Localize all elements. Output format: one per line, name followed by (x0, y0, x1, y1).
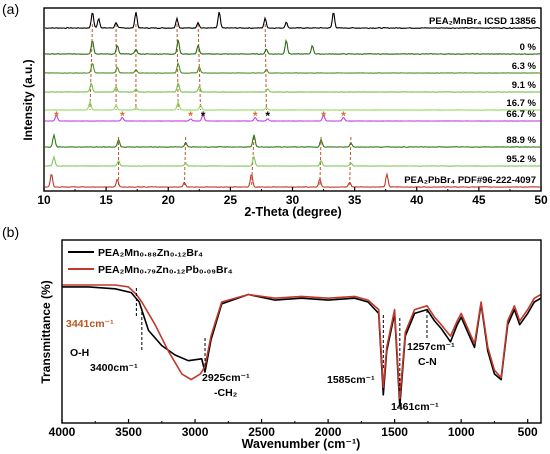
panel-b: (b) 4000 3500 3000 2500 2000 1500 1000 500 Wave… (2, 224, 542, 451)
xrd-curve (44, 132, 541, 148)
peak-marker-orange: * (120, 109, 125, 123)
x-tick-label: 10 (37, 193, 51, 207)
xrd-curves (44, 11, 541, 188)
panel-b-annotations: 3441cm⁻¹ O-H 3400cm⁻¹ 2925cm⁻¹ -CH₂ 1585… (66, 318, 455, 413)
xrd-curve-label: PEA₂MnBr₄ ICSD 13856 (429, 16, 536, 27)
peak-marker-orange: * (341, 109, 346, 123)
ftir-curve (62, 284, 542, 400)
annotation-3400: 3400cm⁻¹ (90, 362, 138, 374)
ftir-curves (62, 284, 542, 407)
x-tick-label: 2000 (315, 425, 342, 439)
xrd-curve (45, 81, 540, 93)
x-tick-label: 2500 (248, 425, 275, 439)
xrd-curve-label: 9.1 % (512, 80, 537, 91)
x-tick-label: 1500 (381, 425, 408, 439)
peak-guide-line (264, 23, 267, 111)
xrd-curve (44, 154, 541, 167)
panel-b-legend: PEA₂Mn₀.₈₈Zn₀.₁₂Br₄ PEA₂Mn₀.₇₉Zn₀.₁₂Pb₀.… (68, 247, 233, 276)
peak-dash-lines (135, 288, 428, 392)
legend-label-1: PEA₂Mn₀.₈₈Zn₀.₁₂Br₄ (98, 247, 203, 259)
legend-label-2: PEA₂Mn₀.₇₉Zn₀.₁₂Pb₀.₀₉Br₄ (98, 264, 233, 276)
peak-marker-orange: * (253, 109, 258, 123)
x-tick-label: 500 (518, 425, 538, 439)
xrd-curve (44, 113, 541, 122)
xrd-curve-label: 66.7 % (506, 109, 536, 120)
peak-guide-line (197, 23, 202, 111)
ftir-curve (62, 286, 542, 407)
x-tick-label: 40 (410, 193, 424, 207)
x-tick-label: 20 (162, 193, 176, 207)
x-tick-label: 35 (348, 193, 362, 207)
panel-b-x-ticks: 4000 3500 3000 2500 2000 1500 1000 500 (49, 419, 538, 439)
annotation-ch2: -CH₂ (214, 387, 238, 399)
annotation-cn: C-N (418, 356, 437, 368)
x-tick-label: 25 (224, 193, 238, 207)
panel-b-y-label: Transmittance (%) (39, 280, 53, 383)
x-tick-label: 50 (534, 193, 548, 207)
xrd-curve-label: 95.2 % (506, 154, 536, 165)
annotation-2925: 2925cm⁻¹ (202, 372, 250, 384)
panel-b-label: (b) (2, 224, 19, 240)
panel-b-x-label: Wavenumber (cm⁻¹) (242, 437, 361, 451)
panel-b-frame (61, 239, 542, 424)
annotation-1461: 1461cm⁻¹ (391, 401, 439, 413)
peak-marker-orange: * (188, 109, 193, 123)
xrd-curve-label: 16.7 % (506, 98, 536, 109)
x-tick-label: 15 (99, 193, 113, 207)
peak-marker-black: * (265, 109, 270, 123)
annotation-1585: 1585cm⁻¹ (327, 374, 375, 386)
curve-labels: PEA₂MnBr₄ ICSD 13856 0 % 6.3 % 9.1 % 16.7 %6… (404, 16, 536, 186)
peak-marker-orange: * (54, 109, 59, 123)
peak-guide-line (183, 136, 187, 188)
xrd-curve-label: PEA₂PbBr₄ PDF#96-222-4097 (404, 175, 536, 186)
peak-guide-line (176, 23, 179, 111)
panel-a-label: (a) (2, 1, 19, 17)
annotation-1257: 1257cm⁻¹ (407, 341, 455, 353)
xrd-curve-label: 6.3 % (512, 61, 537, 72)
xrd-curve (44, 61, 541, 74)
peak-markers: * * * * * * * * (54, 109, 346, 123)
x-tick-label: 4000 (49, 425, 76, 439)
x-tick-label: 3500 (115, 425, 142, 439)
xrd-curve (45, 11, 541, 30)
panel-a-x-ticks: 10 15 20 25 30 35 40 45 50 (37, 187, 548, 207)
peak-guide-line (349, 136, 352, 188)
x-tick-label: 45 (472, 193, 486, 207)
annotation-oh: O-H (70, 347, 89, 359)
x-tick-label: 3000 (182, 425, 209, 439)
xrd-curve-label: 0 % (520, 42, 537, 53)
panel-a-y-label: Intensity (a.u.) (21, 59, 35, 140)
peak-marker-black: * (201, 109, 206, 123)
xrd-curve (44, 38, 541, 55)
panel-a-x-label: 2-Theta (degree) (244, 205, 341, 219)
annotation-3441: 3441cm⁻¹ (66, 318, 114, 330)
panel-a: (a) * * * * * * * * PEA₂MnBr₄ ICSD 13856 0 % 6.3 … (2, 1, 548, 219)
x-tick-label: 30 (286, 193, 300, 207)
peak-guide-line (89, 23, 93, 111)
xrd-curve (44, 100, 541, 111)
peak-marker-orange: * (321, 109, 326, 123)
xrd-curve-label: 88.9 % (506, 135, 536, 146)
x-tick-label: 1000 (448, 425, 475, 439)
